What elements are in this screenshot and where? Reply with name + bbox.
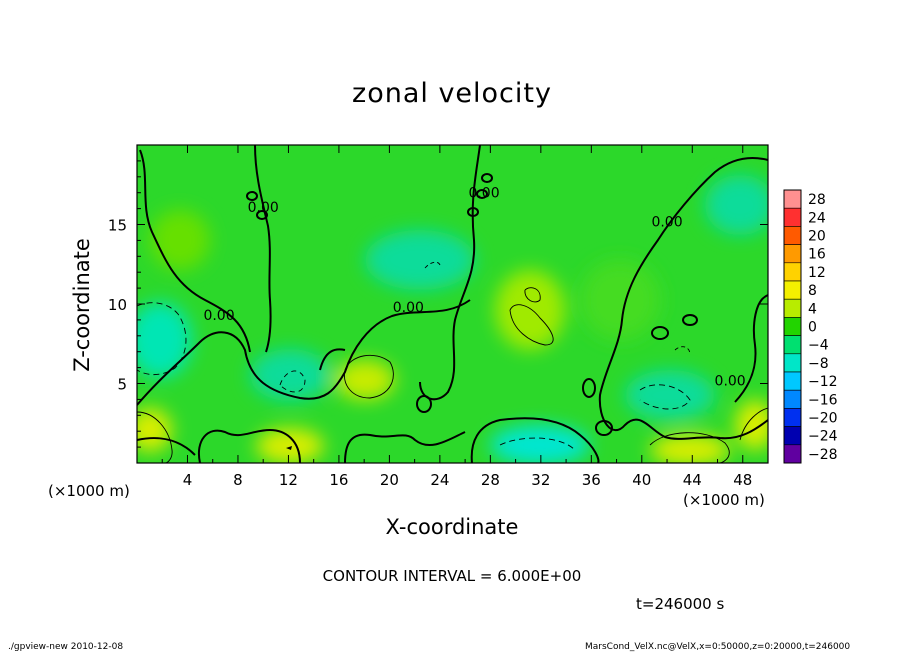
time-label: t=246000 s (636, 595, 725, 613)
colorbar-swatch (783, 408, 802, 427)
field-blobs (137, 145, 768, 463)
zero-contours (137, 145, 768, 463)
contour-label: 0.00 (468, 186, 499, 202)
x-tick-label: 28 (481, 471, 500, 489)
x-tick-label: 8 (233, 471, 243, 489)
colorbar-label: −24 (808, 429, 838, 445)
y-axis: 5 10 15 (108, 160, 768, 448)
x-tick-label: 16 (329, 471, 348, 489)
colorbar-swatch (783, 298, 802, 318)
colorbar-swatch (783, 444, 802, 464)
colorbar-label: −16 (808, 392, 838, 408)
contour-label: 0.00 (393, 300, 424, 316)
colorbar-label: 0 (808, 320, 817, 336)
colorbar-swatch (783, 226, 802, 245)
colorbar-swatch (783, 335, 802, 355)
chart-title: zonal velocity (352, 78, 552, 109)
colorbar-label: −4 (808, 338, 829, 354)
colorbar-swatch (783, 426, 802, 446)
colorbar-label: 24 (808, 210, 826, 226)
colorbar-swatch (783, 262, 802, 282)
colorbar-swatch (783, 189, 802, 209)
colorbar-label: 28 (808, 192, 826, 208)
y-tick-label: 5 (117, 376, 127, 394)
x-tick-label: 20 (380, 471, 399, 489)
x-tick-label: 36 (582, 471, 601, 489)
colorbar-label: −12 (808, 374, 838, 390)
colorbar-swatch (783, 207, 802, 227)
x-unit-label-left: (×1000 m) (48, 482, 130, 500)
colorbar-swatch (783, 317, 802, 336)
minor-contours (137, 261, 768, 463)
colorbar-label: −28 (808, 447, 838, 463)
x-unit-label-right: (×1000 m) (683, 491, 765, 509)
colorbar-label: −20 (808, 411, 838, 427)
x-tick-label: 12 (279, 471, 298, 489)
y-tick-label: 10 (108, 296, 127, 314)
contour-label: 0.00 (715, 373, 746, 389)
x-tick-label: 40 (632, 471, 651, 489)
colorbar-label: 16 (808, 247, 826, 263)
x-axis: 4 8 12 16 20 24 28 32 36 40 44 48 (161, 145, 752, 489)
x-tick-label: 44 (683, 471, 702, 489)
colorbar-swatch (783, 244, 802, 264)
colorbar-label: 8 (808, 283, 817, 299)
colorbar-label: 4 (808, 301, 817, 317)
x-tick-label: 24 (430, 471, 449, 489)
spot (286, 446, 292, 450)
colorbar-frame (783, 189, 802, 464)
contour-labels: 0.00 0.00 0.00 0.00 0.00 0.00 (203, 186, 745, 390)
colorbar-swatch (783, 389, 802, 409)
footer-left: ./gpview-new 2010-12-08 (8, 642, 124, 652)
contour-label: 0.00 (651, 214, 682, 230)
x-tick-label: 32 (531, 471, 550, 489)
contour-label: 0.00 (203, 308, 234, 324)
x-axis-label: X-coordinate (385, 515, 519, 539)
colorbar-swatch (783, 353, 802, 373)
contour-interval-note: CONTOUR INTERVAL = 6.000E+00 (322, 567, 582, 585)
x-tick-label: 4 (183, 471, 193, 489)
colorbar-swatch (783, 280, 802, 300)
footer-right: MarsCond_VelX.nc@VelX,x=0:50000,z=0:2000… (585, 642, 851, 652)
contour-label: 0.00 (248, 200, 279, 216)
y-tick-label: 15 (108, 217, 127, 235)
colorbar-label: −8 (808, 356, 829, 372)
colorbar: 28 24 20 16 12 8 4 0 −4 −8 −12 −16 −20 −24 −28 (783, 189, 838, 464)
colorbar-label: 12 (808, 265, 826, 281)
x-tick-label: 48 (733, 471, 752, 489)
colorbar-label: 20 (808, 229, 826, 245)
colorbar-swatch (783, 371, 802, 391)
